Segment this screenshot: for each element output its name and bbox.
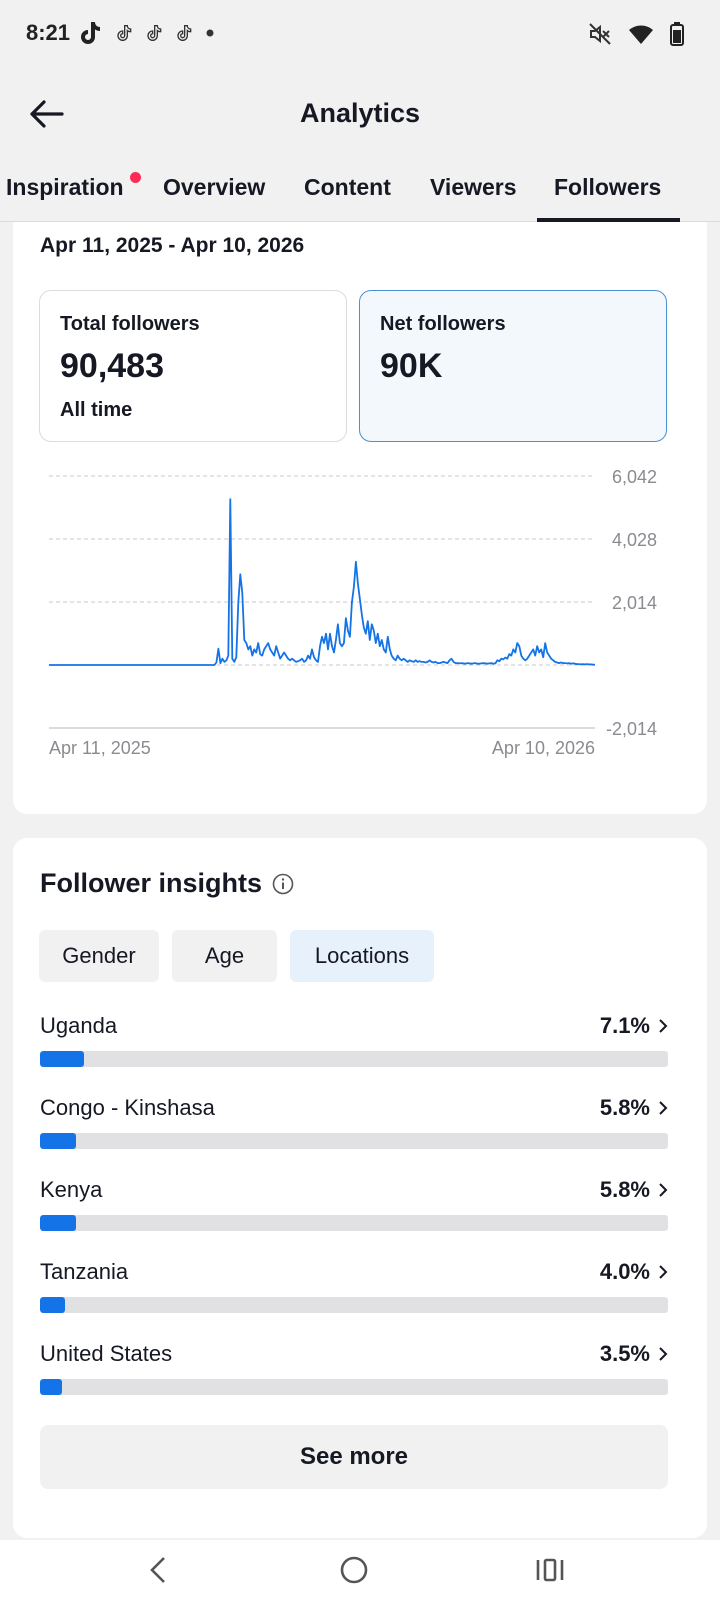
chevron-right-icon: [659, 1265, 668, 1279]
location-row[interactable]: Tanzania 4.0%: [40, 1259, 668, 1329]
status-bar: 8:21: [0, 0, 720, 70]
active-tab-indicator: [537, 218, 680, 222]
location-pct-text: 4.0%: [599, 1259, 650, 1284]
location-pct: 7.1%: [600, 1013, 668, 1039]
location-pct-text: 5.8%: [599, 1177, 650, 1202]
tiktok-icon: [147, 25, 162, 41]
chevron-right-icon: [659, 1347, 668, 1361]
net-followers-label: Net followers: [380, 313, 506, 335]
see-more-button[interactable]: See more: [40, 1425, 668, 1489]
location-row[interactable]: United States 3.5%: [40, 1341, 668, 1411]
location-bar-track: [40, 1297, 668, 1313]
notification-icons: [78, 20, 214, 46]
location-row[interactable]: Kenya 5.8%: [40, 1177, 668, 1247]
chevron-right-icon: [659, 1183, 668, 1197]
location-pct-text: 5.8%: [599, 1095, 650, 1120]
location-name: United States: [40, 1341, 173, 1366]
tiktok-icon: [177, 25, 192, 41]
location-name: Congo - Kinshasa: [40, 1095, 215, 1120]
tab-inspiration[interactable]: Inspiration: [6, 174, 124, 200]
recents-nav-icon: [536, 1558, 564, 1582]
location-bar-fill: [40, 1051, 85, 1067]
location-pct: 3.5%: [600, 1341, 668, 1367]
location-name: Kenya: [40, 1177, 103, 1202]
tiktok-icon: [81, 22, 100, 44]
total-followers-label: Total followers: [60, 313, 200, 335]
followers-card: Apr 11, 2025 - Apr 10, 2026 Total follow…: [13, 222, 707, 814]
page-title: Analytics: [299, 98, 421, 128]
analytics-tabs: Inspiration Overview Content Viewers Fol…: [0, 166, 720, 222]
status-time: 8:21: [26, 20, 71, 45]
net-followers-box[interactable]: Net followers 90K: [359, 290, 667, 442]
chip-gender[interactable]: Gender: [39, 930, 159, 982]
back-button[interactable]: [24, 92, 68, 136]
tab-viewers[interactable]: Viewers: [430, 174, 517, 200]
info-icon[interactable]: [272, 873, 294, 895]
tab-overview[interactable]: Overview: [163, 174, 266, 200]
total-followers-box[interactable]: Total followers 90,483 All time: [39, 290, 347, 442]
total-followers-value: 90,483: [60, 347, 164, 385]
net-followers-chart: 6,042 4,028 2,014 -2,014 Apr 11, 2025 Apr 10,…: [49, 467, 657, 758]
location-bar-fill: [40, 1297, 65, 1313]
insights-title: Follower insights: [40, 868, 294, 899]
nav-home-button[interactable]: [324, 1548, 384, 1592]
location-name: Tanzania: [40, 1259, 129, 1284]
location-bar-track: [40, 1215, 668, 1231]
notification-dot: [130, 172, 141, 183]
chart-x-tick-label: Apr 10, 2026: [492, 738, 595, 758]
nav-recents-button[interactable]: [520, 1548, 580, 1592]
tiktok-icon: [117, 25, 132, 41]
location-pct-text: 7.1%: [599, 1013, 650, 1038]
back-nav-icon: [150, 1557, 165, 1583]
chart-y-tick-label: 4,028: [612, 530, 657, 550]
chart-series-line: [49, 498, 595, 666]
location-bar-fill: [40, 1133, 77, 1149]
chevron-right-icon: [659, 1019, 668, 1033]
chart-x-tick-label: Apr 11, 2025: [49, 738, 151, 758]
arrow-left-icon: [30, 100, 64, 128]
chart-y-tick-label: 6,042: [612, 467, 657, 487]
location-bar-track: [40, 1051, 668, 1067]
location-pct: 5.8%: [600, 1095, 668, 1121]
system-icons: [588, 22, 684, 46]
chart-y-tick-label: -2,014: [606, 719, 657, 739]
follower-insights-card: Follower insights Gender Age Locations U…: [13, 838, 707, 1538]
location-pct: 4.0%: [600, 1259, 668, 1285]
dot-icon: [206, 29, 214, 37]
location-bar-fill: [40, 1379, 62, 1395]
location-row[interactable]: Congo - Kinshasa 5.8%: [40, 1095, 668, 1165]
mute-icon: [589, 23, 611, 45]
system-nav-bar: [0, 1540, 720, 1600]
tab-followers[interactable]: Followers: [554, 174, 662, 200]
chip-locations[interactable]: Locations: [290, 930, 434, 982]
app-header: Analytics: [0, 70, 720, 158]
location-bar-fill: [40, 1215, 77, 1231]
net-followers-value: 90K: [380, 347, 443, 385]
chart-y-tick-label: 2,014: [612, 593, 657, 613]
location-bar-track: [40, 1133, 668, 1149]
chip-age[interactable]: Age: [172, 930, 277, 982]
wifi-icon: [629, 25, 653, 44]
location-pct-text: 3.5%: [599, 1341, 650, 1366]
tab-content[interactable]: Content: [304, 174, 391, 200]
location-row[interactable]: Uganda 7.1%: [40, 1013, 668, 1083]
location-name: Uganda: [40, 1013, 118, 1038]
nav-back-button[interactable]: [128, 1548, 188, 1592]
location-pct: 5.8%: [600, 1177, 668, 1203]
date-range: Apr 11, 2025 - Apr 10, 2026: [40, 234, 305, 257]
total-followers-sub: All time: [60, 399, 133, 421]
location-bar-track: [40, 1379, 668, 1395]
home-nav-icon: [340, 1556, 368, 1584]
insights-title-text: Follower insights: [40, 868, 263, 898]
chevron-right-icon: [659, 1101, 668, 1115]
battery-icon: [670, 22, 684, 46]
